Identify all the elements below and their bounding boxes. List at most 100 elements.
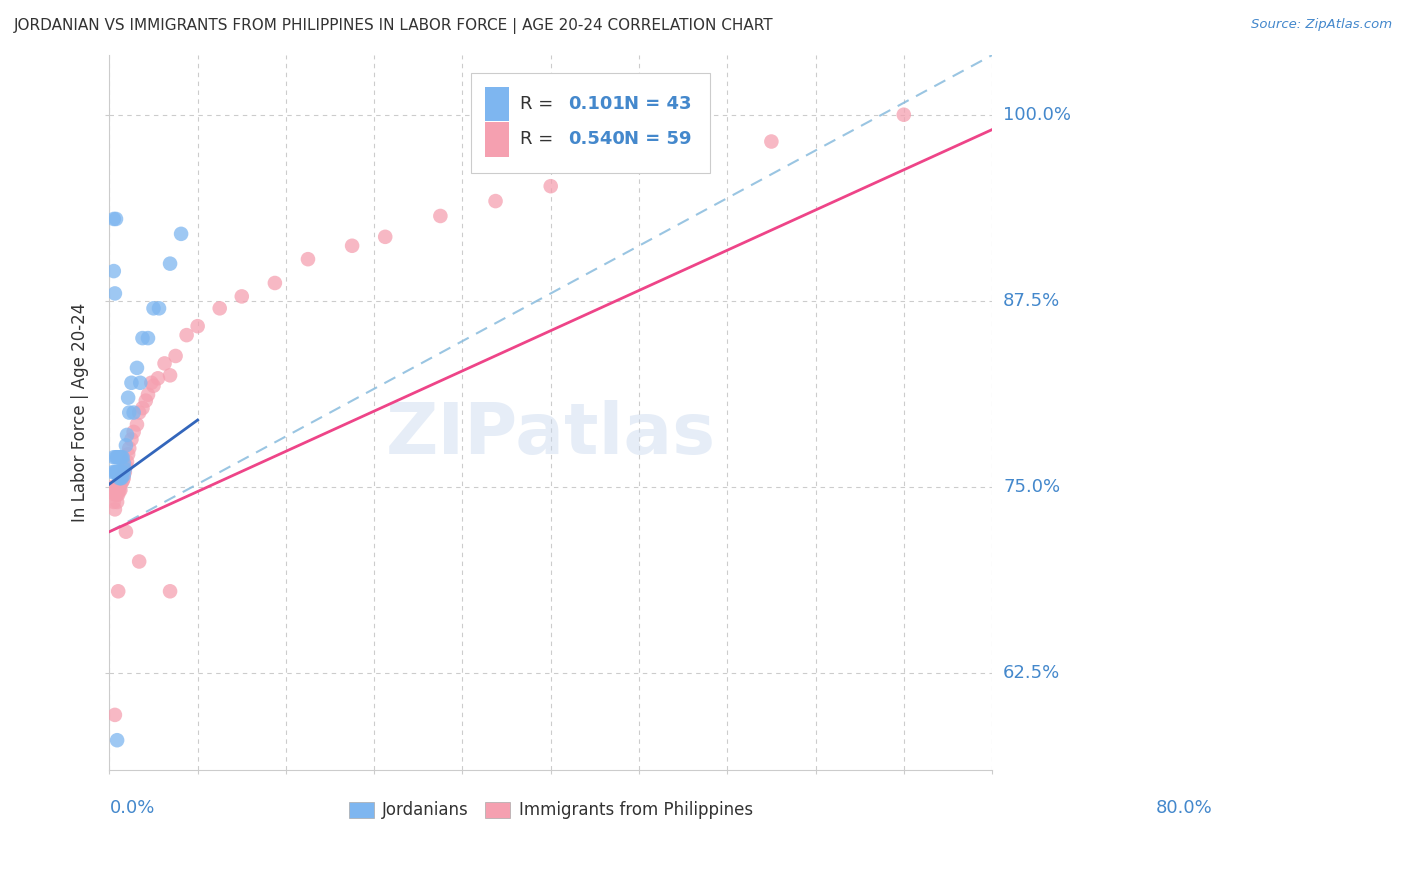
Point xyxy=(118,442,141,456)
Point xyxy=(117,447,139,461)
Point xyxy=(110,483,132,497)
Point xyxy=(429,209,451,223)
Point xyxy=(110,450,132,465)
Point xyxy=(118,406,141,420)
Text: ZIPatlas: ZIPatlas xyxy=(385,400,716,468)
Text: 0.101: 0.101 xyxy=(568,95,626,112)
Point xyxy=(125,417,148,432)
Point xyxy=(176,328,198,343)
Point xyxy=(153,356,176,370)
Point xyxy=(103,495,125,509)
Point xyxy=(104,465,127,479)
Point xyxy=(108,477,131,491)
Point xyxy=(131,401,153,416)
Text: 87.5%: 87.5% xyxy=(1002,292,1060,310)
Point xyxy=(893,108,915,122)
Point xyxy=(104,707,127,722)
Point xyxy=(101,465,124,479)
Point xyxy=(105,465,128,479)
Point xyxy=(104,502,127,516)
Point xyxy=(122,406,145,420)
Point xyxy=(107,465,129,479)
Point xyxy=(112,462,135,476)
Point xyxy=(108,450,131,465)
Point xyxy=(136,387,159,401)
Bar xyxy=(485,122,509,157)
Point xyxy=(108,465,131,479)
Point xyxy=(128,554,150,568)
Point xyxy=(110,471,132,485)
Point xyxy=(107,480,129,494)
Point xyxy=(170,227,193,241)
Point xyxy=(101,480,124,494)
Point xyxy=(115,438,138,452)
Point xyxy=(103,450,125,465)
Point xyxy=(761,135,783,149)
Bar xyxy=(485,87,509,121)
Point xyxy=(103,211,125,226)
Point xyxy=(148,301,170,316)
Text: JORDANIAN VS IMMIGRANTS FROM PHILIPPINES IN LABOR FORCE | AGE 20-24 CORRELATION : JORDANIAN VS IMMIGRANTS FROM PHILIPPINES… xyxy=(14,18,773,34)
Point xyxy=(107,450,129,465)
Point xyxy=(105,465,128,479)
Point xyxy=(105,480,128,494)
Point xyxy=(110,450,132,465)
Point xyxy=(187,319,209,334)
Point xyxy=(105,487,128,501)
Point xyxy=(114,465,136,479)
Text: 62.5%: 62.5% xyxy=(1002,665,1060,682)
Point xyxy=(104,487,127,501)
Point xyxy=(340,239,363,253)
Point xyxy=(112,468,135,483)
Legend: Jordanians, Immigrants from Philippines: Jordanians, Immigrants from Philippines xyxy=(342,795,759,826)
Text: 0.540: 0.540 xyxy=(568,130,626,148)
Text: Source: ZipAtlas.com: Source: ZipAtlas.com xyxy=(1251,18,1392,31)
Text: 0.0%: 0.0% xyxy=(110,798,155,816)
Point xyxy=(111,450,134,465)
Point xyxy=(108,471,131,485)
Point xyxy=(110,471,132,485)
Point xyxy=(115,428,138,442)
FancyBboxPatch shape xyxy=(471,73,710,173)
Point xyxy=(110,465,132,479)
Text: N = 59: N = 59 xyxy=(624,130,692,148)
Point xyxy=(208,301,231,316)
Text: R =: R = xyxy=(520,95,558,112)
Point xyxy=(165,349,187,363)
Point xyxy=(108,480,131,494)
Point xyxy=(231,289,253,303)
Point xyxy=(104,286,127,301)
Point xyxy=(110,477,132,491)
Text: 100.0%: 100.0% xyxy=(1002,106,1071,124)
Point xyxy=(105,211,128,226)
Point xyxy=(105,495,128,509)
Point xyxy=(114,462,136,476)
Point xyxy=(136,331,159,345)
Point xyxy=(120,376,142,390)
Text: 75.0%: 75.0% xyxy=(1002,478,1060,496)
Point xyxy=(105,450,128,465)
Point xyxy=(374,230,396,244)
Point xyxy=(115,524,138,539)
Point xyxy=(105,733,128,747)
Point xyxy=(129,376,152,390)
Point xyxy=(112,456,135,470)
Point xyxy=(115,455,138,469)
Point xyxy=(108,483,131,497)
Point xyxy=(117,391,139,405)
Point xyxy=(128,406,150,420)
Point xyxy=(141,376,163,390)
Point xyxy=(131,331,153,345)
Point xyxy=(159,257,181,271)
Point xyxy=(146,371,169,385)
Point xyxy=(135,393,157,408)
Point xyxy=(650,149,672,163)
Text: 80.0%: 80.0% xyxy=(1156,798,1213,816)
Point xyxy=(120,433,142,447)
Point xyxy=(107,465,129,479)
Text: R =: R = xyxy=(520,130,558,148)
Point xyxy=(297,252,319,267)
Point xyxy=(110,469,132,483)
Point xyxy=(264,276,287,290)
Point xyxy=(105,487,128,501)
